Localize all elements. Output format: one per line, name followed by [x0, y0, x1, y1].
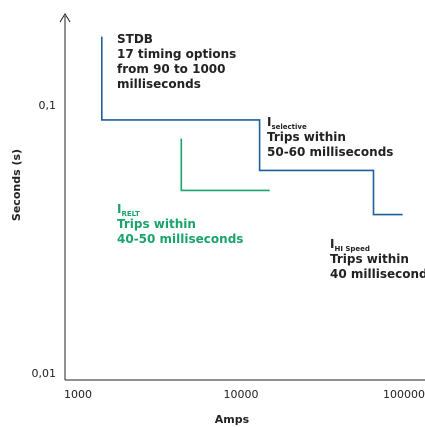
y-tick-label: 0,1	[39, 99, 57, 112]
y-tick-label: 0,01	[32, 367, 57, 380]
annotation-line: 40-50 milliseconds	[117, 232, 243, 246]
annotation-block: IRELT Trips within 40-50 milliseconds	[117, 202, 243, 246]
y-axis-arrow-icon	[59, 13, 71, 23]
annotation-line: I	[267, 115, 271, 129]
annotation-line: from 90 to 1000	[117, 62, 226, 76]
annotation-line: Trips within	[117, 217, 196, 231]
x-tick-label: 10000	[224, 388, 259, 401]
series	[101, 36, 403, 216]
trip-curve-line	[101, 36, 403, 216]
tick-labels: 1000 10000 100000 0,01 0,1	[32, 99, 425, 401]
y-axis-title: Seconds (s)	[10, 149, 23, 221]
annotations: STDB 17 timing options from 90 to 1000 mill…	[117, 32, 425, 281]
annotation-line: I	[330, 237, 334, 251]
annotation-block: STDB 17 timing options from 90 to 1000 mill…	[117, 32, 236, 91]
annotation-line: 17 timing options	[117, 47, 236, 61]
x-tick-label: 1000	[64, 388, 92, 401]
annotation-line: Trips within	[330, 252, 409, 266]
annotation-line: STDB	[117, 32, 153, 46]
axes	[59, 13, 425, 381]
annotation-subscript: selective	[271, 123, 307, 131]
annotation-block: Iselective Trips within 50-60 milliseconds	[267, 115, 393, 159]
annotation-subscript: RELT	[121, 210, 139, 218]
x-tick-label: 100000	[383, 388, 425, 401]
annotation-line: I	[117, 202, 121, 216]
trip-curve-line	[180, 138, 270, 192]
annotation-line: 40 milliseconds	[330, 267, 425, 281]
annotation-line: 50-60 milliseconds	[267, 145, 393, 159]
annotation-subscript: HI Speed	[334, 245, 369, 253]
annotation-line: Trips within	[267, 130, 346, 144]
annotation-line: milliseconds	[117, 77, 201, 91]
annotation-block: IHI Speed Trips within 40 milliseconds	[330, 237, 425, 281]
x-axis-title: Amps	[215, 413, 250, 426]
